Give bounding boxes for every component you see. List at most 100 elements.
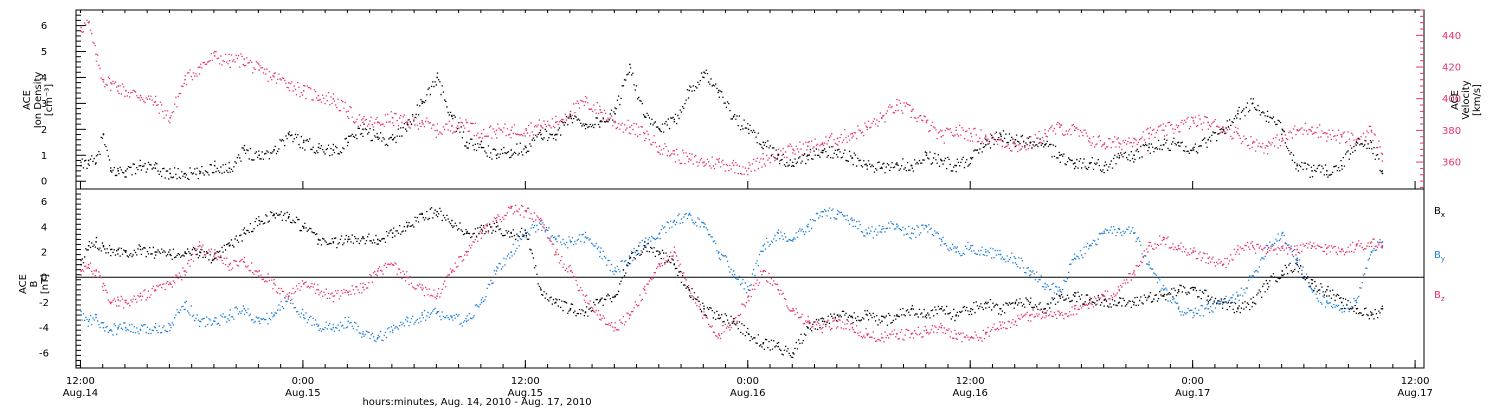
bx-series-point bbox=[466, 232, 468, 234]
density-series-point bbox=[985, 144, 987, 146]
density-series-point bbox=[599, 120, 601, 123]
velocity-series-point bbox=[1326, 132, 1328, 135]
velocity-series-point bbox=[792, 148, 794, 151]
bx-series-point bbox=[1370, 314, 1373, 316]
bz-series-point bbox=[525, 210, 527, 213]
density-series-point bbox=[1074, 162, 1076, 164]
velocity-series-point bbox=[1296, 129, 1298, 132]
bz-series-point bbox=[273, 282, 275, 285]
velocity-series-point bbox=[540, 124, 542, 127]
by-series-point bbox=[599, 251, 601, 253]
velocity-series-point bbox=[1207, 121, 1209, 124]
bx-series-point bbox=[1311, 282, 1313, 285]
velocity-series-point bbox=[87, 21, 90, 24]
bz-series-point bbox=[1341, 248, 1343, 251]
by-series-point bbox=[110, 329, 112, 331]
bz-series-point bbox=[1029, 314, 1031, 316]
velocity-series-point bbox=[762, 158, 765, 160]
b-axis-label-line: [nT] bbox=[40, 274, 51, 294]
density-series-point bbox=[332, 149, 335, 151]
velocity-series-point bbox=[1133, 137, 1135, 140]
density-series-point bbox=[999, 133, 1002, 136]
bx-series-point bbox=[792, 352, 794, 354]
velocity-series-point bbox=[1222, 126, 1224, 128]
density-series-point bbox=[584, 123, 587, 125]
density-series-point bbox=[480, 146, 483, 149]
bx-series-point bbox=[673, 263, 676, 266]
bz-series-point bbox=[866, 333, 868, 335]
bx-series-point bbox=[1014, 301, 1017, 304]
bz-series-point bbox=[792, 308, 794, 310]
bz-series-point bbox=[466, 251, 468, 253]
bz-series-point bbox=[80, 270, 82, 272]
legend-by: By bbox=[1434, 250, 1445, 263]
bx-series-point bbox=[117, 248, 119, 251]
by-series-point bbox=[1103, 232, 1106, 234]
by-series-point bbox=[1177, 308, 1180, 310]
bz-series-point bbox=[1148, 245, 1150, 247]
bx-series-point bbox=[925, 314, 928, 316]
bz-series-point bbox=[1370, 241, 1373, 243]
bz-series-point bbox=[1044, 311, 1046, 314]
legend-symbol: B bbox=[1434, 206, 1441, 217]
density-axis-label-line: ACE bbox=[22, 90, 33, 110]
by-series-point bbox=[777, 232, 779, 234]
bx-series-point bbox=[851, 316, 854, 319]
by-series-point bbox=[184, 301, 186, 304]
bx-series-point bbox=[584, 311, 587, 314]
density-series-point bbox=[377, 136, 379, 138]
velocity-series-point bbox=[673, 153, 676, 155]
bx-series-point bbox=[718, 314, 720, 316]
by-series-point bbox=[999, 253, 1002, 256]
bz-series-point bbox=[629, 314, 631, 316]
by-series-point bbox=[1311, 289, 1313, 291]
density-series-point bbox=[1381, 172, 1384, 175]
x-tick-date-label: Aug.15 bbox=[285, 388, 320, 399]
velocity-series-point bbox=[821, 142, 824, 144]
velocity-series-point bbox=[80, 26, 82, 29]
by-series-point bbox=[495, 270, 498, 272]
bz-series-point bbox=[95, 270, 97, 272]
bz-series-point bbox=[673, 251, 676, 253]
density-series-point bbox=[540, 133, 542, 136]
bz-series-point bbox=[391, 263, 394, 266]
bz-series-point bbox=[124, 301, 127, 304]
density-series-point bbox=[302, 141, 305, 144]
bx-series-point bbox=[1341, 301, 1343, 304]
bz-series-point bbox=[347, 291, 349, 294]
b-tick-label: 2 bbox=[41, 248, 47, 259]
density-series-point bbox=[1029, 141, 1031, 144]
bx-series-point bbox=[288, 216, 290, 218]
bz-series-point bbox=[540, 219, 542, 222]
velocity-tick-label: 420 bbox=[1442, 63, 1461, 74]
velocity-series-point bbox=[1355, 139, 1358, 141]
bz-series-point bbox=[644, 289, 646, 291]
density-series-point bbox=[1148, 146, 1150, 149]
by-series-point bbox=[955, 251, 957, 253]
by-series-point bbox=[584, 236, 587, 238]
velocity-series-point bbox=[1237, 132, 1239, 135]
bz-series-point bbox=[569, 270, 572, 272]
by-series-point bbox=[510, 251, 512, 253]
bx-series-point bbox=[599, 299, 601, 301]
velocity-series-point bbox=[1148, 132, 1150, 135]
by-series-point bbox=[80, 314, 82, 316]
density-tick-label: 2 bbox=[41, 125, 47, 136]
by-series-point bbox=[555, 238, 557, 241]
bz-series-point bbox=[288, 295, 290, 297]
bz-series-point bbox=[851, 326, 854, 329]
by-series-point bbox=[117, 326, 119, 329]
bx-series-point bbox=[525, 232, 527, 234]
velocity-series-point bbox=[1311, 126, 1313, 128]
bz-series-point bbox=[658, 263, 661, 266]
bz-series-point bbox=[332, 295, 335, 297]
velocity-series-point bbox=[258, 69, 260, 71]
density-series-point bbox=[139, 164, 142, 167]
density-series-point bbox=[747, 128, 750, 131]
bz-series-point bbox=[1088, 301, 1091, 304]
bz-series-point bbox=[1177, 245, 1180, 247]
by-series-point bbox=[377, 337, 379, 339]
by-series-point bbox=[154, 326, 157, 329]
velocity-series-point bbox=[732, 164, 735, 166]
density-series-point bbox=[95, 162, 97, 164]
